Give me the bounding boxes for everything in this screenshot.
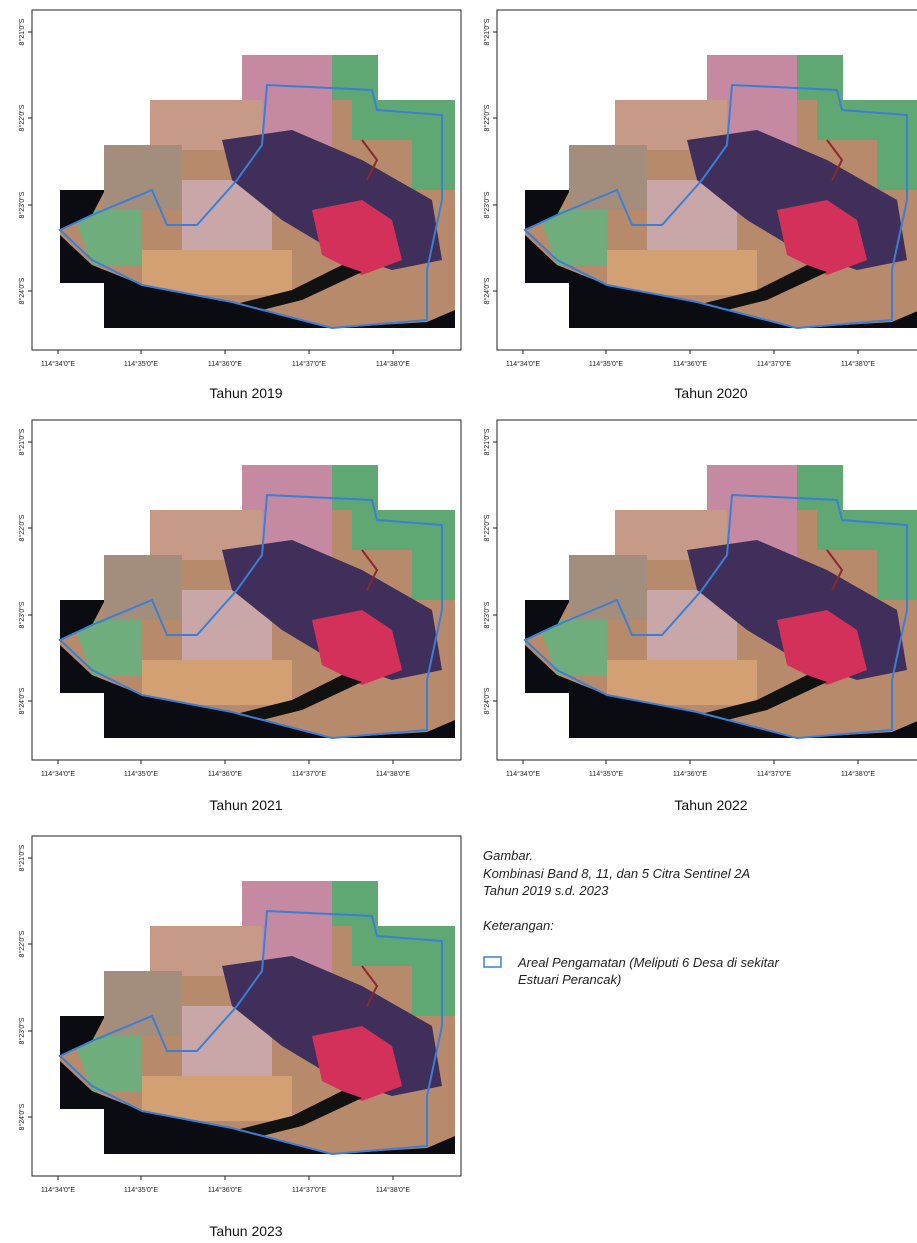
lat-label: 8°24'0"S bbox=[483, 687, 491, 714]
lat-label: 8°22'0"S bbox=[18, 104, 26, 131]
lon-label: 114°38'0"E bbox=[376, 770, 410, 778]
satellite-image bbox=[60, 465, 455, 738]
lon-label: 114°34'0"E bbox=[41, 360, 75, 368]
panel-caption: Tahun 2022 bbox=[674, 797, 747, 813]
lat-label: 8°21'0"S bbox=[483, 18, 491, 45]
lat-label: 8°23'0"S bbox=[18, 191, 26, 218]
lat-label: 8°23'0"S bbox=[18, 601, 26, 628]
legend-heading: Gambar. bbox=[483, 848, 533, 863]
lon-label: 114°34'0"E bbox=[506, 770, 540, 778]
lat-label: 8°22'0"S bbox=[18, 514, 26, 541]
lon-label: 114°38'0"E bbox=[376, 360, 410, 368]
lon-label: 114°38'0"E bbox=[376, 1186, 410, 1194]
lat-label: 8°23'0"S bbox=[483, 601, 491, 628]
lon-label: 114°36'0"E bbox=[208, 770, 242, 778]
legend-item: Estuari Perancak) bbox=[518, 972, 621, 987]
map-panel: 8°21'0"S 8°22'0"S 8°23'0"S 8°24'0"S 114°34'0… bbox=[18, 420, 461, 778]
lon-label: 114°34'0"E bbox=[41, 770, 75, 778]
panel-caption: Tahun 2020 bbox=[674, 385, 747, 401]
figure: 8°21'0"S 8°22'0"S 8°23'0"S 8°24'0"S 114°34'0… bbox=[0, 0, 917, 1243]
lon-label: 114°37'0"E bbox=[292, 770, 326, 778]
lon-label: 114°36'0"E bbox=[208, 1186, 242, 1194]
legend-title: Kombinasi Band 8, 11, dan 5 Citra Sentin… bbox=[483, 866, 750, 881]
map-panels: 8°21'0"S 8°22'0"S 8°23'0"S 8°24'0"S 114°34'0… bbox=[18, 10, 917, 1239]
lon-label: 114°37'0"E bbox=[757, 770, 791, 778]
map-panel: 8°21'0"S 8°22'0"S 8°23'0"S 8°24'0"S 114°34'0… bbox=[483, 10, 917, 368]
lon-label: 114°35'0"E bbox=[124, 360, 158, 368]
lat-label: 8°24'0"S bbox=[18, 1103, 26, 1130]
lat-label: 8°24'0"S bbox=[18, 687, 26, 714]
lon-label: 114°38'0"E bbox=[841, 770, 875, 778]
lon-label: 114°37'0"E bbox=[757, 360, 791, 368]
lon-label: 114°37'0"E bbox=[292, 360, 326, 368]
panel-caption: Tahun 2023 bbox=[209, 1223, 282, 1239]
satellite-image bbox=[60, 881, 455, 1154]
satellite-image bbox=[60, 55, 455, 328]
lon-label: 114°37'0"E bbox=[292, 1186, 326, 1194]
lat-label: 8°24'0"S bbox=[483, 277, 491, 304]
map-panel: 8°21'0"S 8°22'0"S 8°23'0"S 8°24'0"S 114°34'0… bbox=[18, 10, 461, 368]
lat-label: 8°24'0"S bbox=[18, 277, 26, 304]
legend-keterangan: Keterangan: bbox=[483, 918, 554, 933]
lon-label: 114°35'0"E bbox=[124, 770, 158, 778]
lon-label: 114°34'0"E bbox=[41, 1186, 75, 1194]
lon-label: 114°36'0"E bbox=[208, 360, 242, 368]
panel-caption: Tahun 2019 bbox=[209, 385, 282, 401]
lon-label: 114°35'0"E bbox=[589, 360, 623, 368]
panel-caption: Tahun 2021 bbox=[209, 797, 282, 813]
lat-label: 8°21'0"S bbox=[18, 844, 26, 871]
lon-label: 114°34'0"E bbox=[506, 360, 540, 368]
legend-item: Areal Pengamatan (Meliputi 6 Desa di sek… bbox=[517, 955, 780, 970]
lat-label: 8°21'0"S bbox=[18, 428, 26, 455]
map-panel: 8°21'0"S 8°22'0"S 8°23'0"S 8°24'0"S 114°34'0… bbox=[483, 420, 917, 778]
lat-label: 8°22'0"S bbox=[18, 930, 26, 957]
lat-label: 8°23'0"S bbox=[18, 1017, 26, 1044]
lon-label: 114°36'0"E bbox=[673, 770, 707, 778]
lat-label: 8°21'0"S bbox=[483, 428, 491, 455]
lat-label: 8°21'0"S bbox=[18, 18, 26, 45]
lon-label: 114°36'0"E bbox=[673, 360, 707, 368]
legend-swatch bbox=[484, 957, 501, 967]
satellite-image bbox=[525, 465, 917, 738]
satellite-image bbox=[525, 55, 917, 328]
lat-label: 8°22'0"S bbox=[483, 514, 491, 541]
lon-label: 114°38'0"E bbox=[841, 360, 875, 368]
map-panel: 8°21'0"S 8°22'0"S 8°23'0"S 8°24'0"S 114°34'0… bbox=[18, 836, 461, 1194]
lon-label: 114°35'0"E bbox=[124, 1186, 158, 1194]
lat-label: 8°22'0"S bbox=[483, 104, 491, 131]
legend-title: Tahun 2019 s.d. 2023 bbox=[483, 883, 609, 898]
lon-label: 114°35'0"E bbox=[589, 770, 623, 778]
lat-label: 8°23'0"S bbox=[483, 191, 491, 218]
